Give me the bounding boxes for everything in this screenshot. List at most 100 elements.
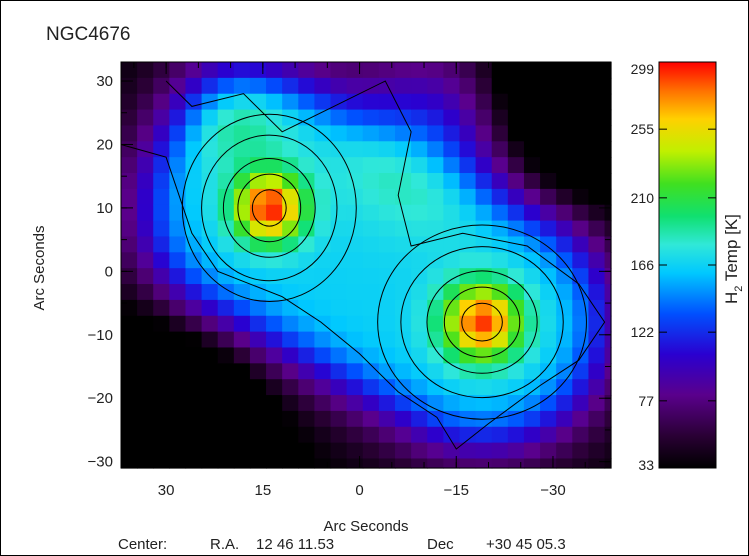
colorbar-label: H2 Temp [K] [722, 214, 745, 304]
heatmap-cell [249, 173, 267, 190]
heatmap-cell [588, 410, 606, 428]
heatmap-cell [201, 315, 219, 333]
y-tick-label: 20 [96, 136, 113, 153]
heatmap-cell [459, 410, 477, 428]
heatmap-cell [217, 220, 235, 238]
heatmap-cell [588, 141, 606, 158]
heatmap-cell [459, 125, 477, 142]
heatmap-cell [298, 157, 316, 174]
heatmap-cell [443, 157, 461, 174]
heatmap-cell [169, 109, 187, 127]
heatmap-cell [282, 299, 299, 317]
heatmap-cell [572, 204, 590, 222]
heatmap-cell [491, 458, 509, 469]
heatmap-cell [121, 268, 138, 285]
heatmap-cell [137, 379, 154, 396]
heatmap-cell [153, 363, 170, 380]
heatmap-cell [282, 442, 299, 460]
heatmap-cell [217, 252, 235, 269]
colorbar-tick-label: 166 [631, 257, 655, 273]
heatmap-cell [346, 141, 364, 158]
heatmap-cell [169, 125, 187, 142]
heatmap-cell [572, 173, 590, 190]
heatmap-cell [378, 188, 396, 206]
heatmap-cell [314, 268, 332, 285]
heatmap-cell [443, 458, 461, 469]
heatmap-cell [346, 410, 364, 428]
heatmap-cell [572, 458, 590, 469]
heatmap-cell [298, 331, 316, 349]
heatmap-cell [604, 299, 612, 317]
heatmap-cell [507, 284, 525, 301]
heatmap-cell [556, 188, 573, 206]
heatmap-cell [185, 363, 203, 380]
heatmap-cell [378, 125, 396, 142]
heatmap-cell [459, 141, 477, 158]
heatmap-cell [330, 236, 348, 253]
heatmap-cell [507, 426, 525, 444]
heatmap-cell [266, 157, 283, 174]
heatmap-cell [604, 268, 612, 285]
heatmap-cell [233, 268, 251, 285]
heatmap-cell [411, 188, 428, 206]
heatmap-cell [395, 284, 412, 301]
heatmap-cell [346, 347, 364, 364]
heatmap-cell [556, 157, 573, 174]
x-axis-label: Arc Seconds [323, 518, 408, 535]
heatmap-cell [540, 442, 557, 460]
heatmap-cell [266, 315, 283, 333]
heatmap-cell [378, 157, 396, 174]
heatmap-cell [395, 268, 412, 285]
heatmap-cell [249, 188, 267, 206]
heatmap-cell [362, 109, 380, 127]
heatmap-cell [217, 426, 235, 444]
heatmap-cell [330, 173, 348, 190]
heatmap-cell [362, 299, 380, 317]
heatmap-cell [121, 173, 138, 190]
heatmap-cell [443, 188, 461, 206]
heatmap-cell [443, 173, 461, 190]
heatmap-cell [395, 363, 412, 380]
heatmap-cell [523, 379, 541, 396]
heatmap-cell [395, 379, 412, 396]
heatmap-cell [362, 410, 380, 428]
footer-coordinates: Center: R.A. 12 46 11.53 Dec +30 45 05.3 [118, 536, 566, 553]
heatmap-cell [314, 458, 332, 469]
heatmap-cell [475, 347, 493, 364]
heatmap-cell [491, 315, 509, 333]
heatmap-cell [169, 363, 187, 380]
heatmap-cell [588, 173, 606, 190]
contour-line [181, 113, 357, 303]
heatmap-cell [491, 157, 509, 174]
heatmap-cell [411, 268, 428, 285]
heatmap-cell [346, 315, 364, 333]
heatmap-cell [378, 109, 396, 127]
heatmap-cell [282, 109, 299, 127]
heatmap-cell [523, 299, 541, 317]
heatmap-cell [362, 220, 380, 238]
heatmap-cell [395, 315, 412, 333]
heatmap-cell [395, 426, 412, 444]
heatmap-cell [507, 109, 525, 127]
heatmap-cell [282, 410, 299, 428]
heatmap-cell [540, 331, 557, 349]
heatmap-cell [185, 347, 203, 364]
heatmap-cell [523, 141, 541, 158]
heatmap-cell [443, 109, 461, 127]
heatmap-cell [507, 347, 525, 364]
heatmap-cell [282, 347, 299, 364]
heatmap-cell [314, 236, 332, 253]
heatmap-cell [523, 77, 541, 95]
heatmap-cell [185, 299, 203, 317]
heatmap-cell [266, 252, 283, 269]
heatmap-cell [378, 426, 396, 444]
heatmap-cell [475, 62, 493, 79]
heatmap-cell [330, 458, 348, 469]
heatmap-cell [588, 157, 606, 174]
heatmap-cell [491, 252, 509, 269]
x-tick-label: −30 [540, 482, 565, 499]
heatmap-cell [346, 442, 364, 460]
heatmap-cell [491, 331, 509, 349]
heatmap-cell [411, 125, 428, 142]
heatmap-cell [443, 204, 461, 222]
